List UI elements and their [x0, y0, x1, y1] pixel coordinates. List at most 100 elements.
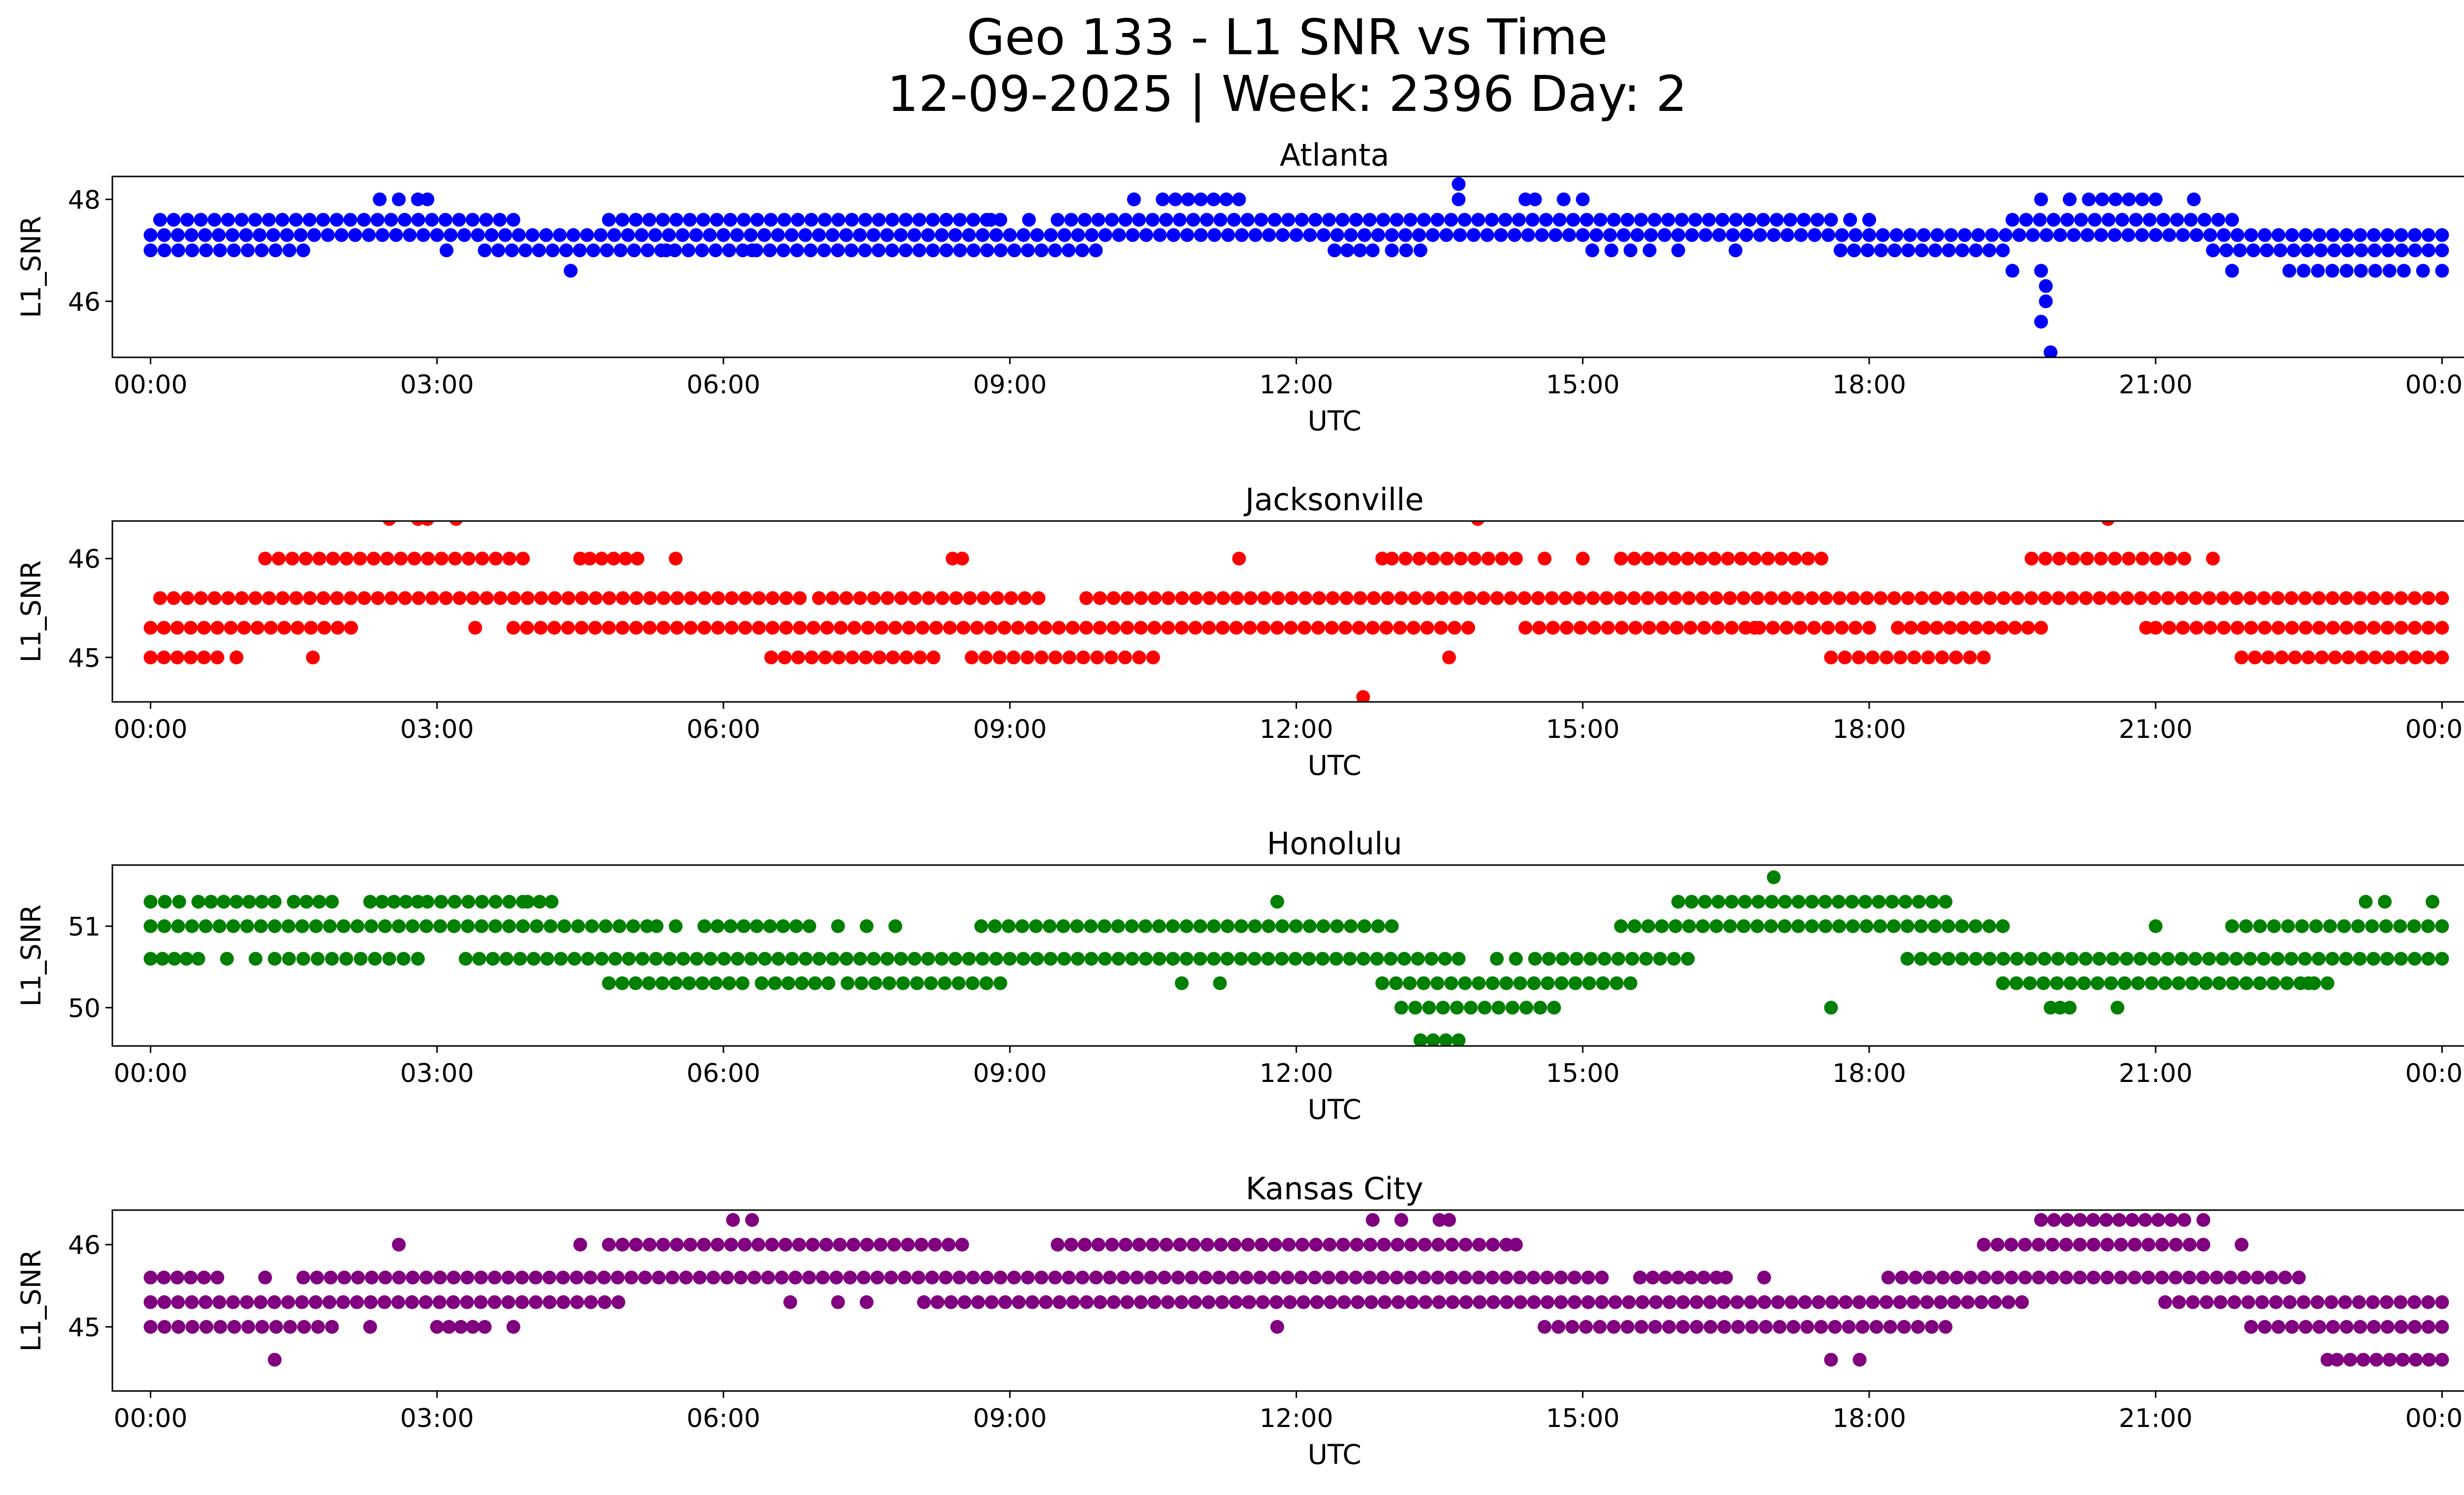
data-point — [726, 1213, 740, 1227]
data-point — [1185, 1270, 1199, 1285]
data-point — [171, 919, 185, 933]
data-point — [1175, 621, 1189, 635]
data-point — [2271, 228, 2286, 242]
data-point — [2182, 1270, 2196, 1285]
data-point — [723, 919, 738, 933]
data-point — [1527, 1295, 1541, 1309]
data-point — [1613, 591, 1628, 605]
data-point — [1408, 1001, 1422, 1015]
data-point — [282, 952, 296, 966]
data-point — [502, 895, 516, 909]
data-point — [312, 895, 326, 909]
data-point — [1442, 1213, 1456, 1227]
data-point — [391, 1295, 406, 1309]
data-point — [1997, 591, 2011, 605]
data-point — [963, 591, 977, 605]
data-point — [1485, 1270, 1500, 1285]
data-point — [928, 1238, 942, 1252]
data-point — [1134, 621, 1148, 635]
y-tick-label: 48 — [68, 186, 101, 215]
data-point — [2110, 1001, 2124, 1015]
data-point — [1202, 621, 1216, 635]
data-point — [984, 621, 998, 635]
data-point — [1018, 591, 1032, 605]
data-point — [2281, 919, 2295, 933]
x-tick-label: 03:00 — [400, 1059, 474, 1088]
data-point — [1275, 919, 1290, 933]
data-point — [2379, 919, 2393, 933]
data-point — [543, 1295, 557, 1309]
data-point — [1093, 591, 1107, 605]
data-point — [607, 228, 621, 242]
data-point — [1996, 976, 2010, 990]
data-point — [242, 895, 256, 909]
axes-frame — [111, 864, 2464, 1047]
data-point — [2369, 1353, 2384, 1367]
data-point — [1634, 212, 1648, 227]
data-point — [1294, 1270, 1308, 1285]
data-point — [2015, 1295, 2029, 1309]
data-point — [1538, 552, 1552, 566]
data-point — [1417, 1270, 1431, 1285]
data-point — [717, 952, 731, 966]
data-point — [1275, 228, 1290, 242]
data-point — [367, 552, 381, 566]
data-point — [157, 1295, 171, 1309]
data-point — [425, 591, 440, 605]
data-point — [1025, 621, 1039, 635]
data-point — [2408, 650, 2423, 664]
data-point — [534, 591, 548, 605]
data-point — [1352, 621, 1366, 635]
x-tick-label: 21:00 — [2119, 1404, 2192, 1433]
data-point — [1468, 552, 1482, 566]
data-point — [454, 1320, 468, 1334]
data-point — [1270, 1320, 1284, 1334]
data-point — [1528, 952, 1542, 966]
data-point — [1079, 621, 1094, 635]
data-point — [1193, 952, 1207, 966]
panel-title: Atlanta — [1280, 137, 1389, 173]
data-point — [1911, 1320, 1925, 1334]
data-point — [1330, 919, 1344, 933]
data-point — [387, 895, 401, 909]
data-point — [911, 1270, 925, 1285]
data-point — [1051, 212, 1065, 227]
data-point — [1949, 650, 1963, 664]
data-point — [1791, 919, 1806, 933]
data-point — [2034, 1213, 2048, 1227]
data-point — [155, 952, 170, 966]
data-point — [935, 591, 950, 605]
data-point — [2112, 1213, 2126, 1227]
data-point — [893, 228, 908, 242]
data-point — [2258, 621, 2272, 635]
data-point — [1366, 621, 1380, 635]
panel-title: Honolulu — [1267, 826, 1403, 862]
data-point — [296, 243, 310, 257]
x-tick-label: 06:00 — [686, 1059, 760, 1088]
data-point — [1535, 228, 1549, 242]
data-point — [1983, 952, 1997, 966]
data-point — [628, 976, 643, 990]
data-point — [2202, 952, 2216, 966]
data-point — [269, 243, 283, 257]
data-point — [858, 212, 872, 227]
data-point — [1403, 212, 1417, 227]
data-point — [682, 976, 696, 990]
data-point — [1982, 243, 1996, 257]
data-point — [2224, 1270, 2237, 1285]
data-point — [916, 621, 930, 635]
data-point — [2295, 919, 2309, 933]
data-point — [1481, 552, 1496, 566]
data-point — [872, 650, 887, 664]
data-point — [1793, 621, 1808, 635]
data-point — [902, 621, 916, 635]
data-point — [899, 650, 914, 664]
data-point — [2095, 192, 2109, 207]
data-point — [1256, 1295, 1270, 1309]
data-point — [306, 650, 320, 664]
data-point — [2065, 952, 2079, 966]
data-point — [1240, 212, 1255, 227]
data-point — [993, 1270, 1008, 1285]
data-point — [1066, 1295, 1080, 1309]
data-point — [881, 591, 894, 605]
